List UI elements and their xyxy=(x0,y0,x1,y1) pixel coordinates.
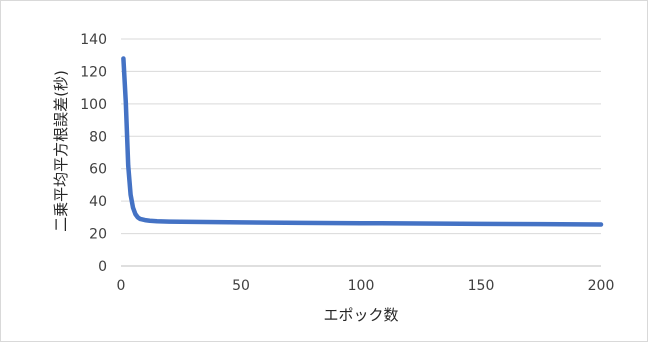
y-tick-label: 60 xyxy=(89,162,107,178)
y-axis-title: 二乗平均平方根誤差(秒) xyxy=(52,70,70,232)
y-tick-label: 140 xyxy=(80,32,107,48)
x-tick-label: 0 xyxy=(117,278,126,294)
y-tick-label: 80 xyxy=(89,129,107,145)
x-axis-title: エポック数 xyxy=(323,306,398,324)
y-tick-label: 100 xyxy=(80,97,107,113)
series-line-0 xyxy=(121,56,604,227)
y-tick-label: 40 xyxy=(89,194,107,210)
series xyxy=(121,56,604,227)
y-tick-label: 20 xyxy=(89,227,107,243)
y-tick-label: 120 xyxy=(80,64,107,80)
x-tick-label: 100 xyxy=(348,278,375,294)
x-tick-label: 200 xyxy=(588,278,615,294)
gridlines xyxy=(121,38,601,235)
x-tick-label: 150 xyxy=(468,278,495,294)
y-tick-label: 0 xyxy=(98,259,107,275)
tick-labels: 0 20 40 60 80 100 120 140 0 50 100 150 200 xyxy=(80,32,614,294)
x-tick-label: 50 xyxy=(232,278,250,294)
